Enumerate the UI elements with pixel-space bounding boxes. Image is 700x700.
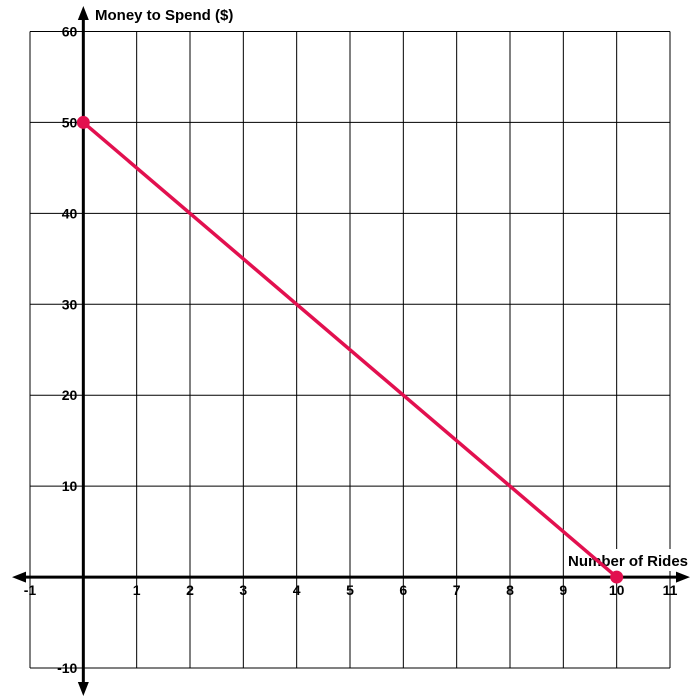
tick-labels: -1 1 2 3 4 5 6 7 8 9 10 11 60 50 40 30 20 10 -10 <box>24 24 678 677</box>
x-tick-label: 7 <box>453 582 461 598</box>
x-tick-label: 8 <box>506 582 514 598</box>
x-tick-label: 4 <box>293 582 301 598</box>
x-axis-left-arrow-icon <box>12 571 26 583</box>
x-axis-title: Number of Rides <box>568 553 688 570</box>
y-axis-title: Money to Spend ($) <box>95 7 233 24</box>
x-tick-label: 5 <box>346 582 354 598</box>
series <box>76 115 624 584</box>
x-tick-label: 2 <box>186 582 194 598</box>
x-axis-right-arrow-icon <box>676 571 690 583</box>
y-tick-label: 40 <box>62 205 78 221</box>
x-tick-label: 1 <box>133 582 141 598</box>
x-tick-label: 10 <box>609 582 625 598</box>
y-tick-label: 10 <box>62 478 78 494</box>
y-tick-label: 60 <box>62 24 78 40</box>
y-tick-label: 20 <box>62 387 78 403</box>
y-tick-label: 50 <box>62 114 78 130</box>
x-tick-label: 6 <box>399 582 407 598</box>
y-tick-label: -10 <box>57 660 77 676</box>
y-axis-up-arrow-icon <box>77 6 89 20</box>
data-point <box>610 570 624 584</box>
x-tick-label: 9 <box>559 582 567 598</box>
y-tick-label: 30 <box>62 296 78 312</box>
x-tick-label: -1 <box>24 582 37 598</box>
x-tick-label: 3 <box>239 582 247 598</box>
series-line <box>82 121 618 579</box>
x-axis-title-backdrop <box>564 549 700 571</box>
x-axis-title-group: Number of Rides <box>564 549 700 571</box>
x-tick-label: 11 <box>663 582 678 598</box>
y-axis-down-arrow-icon <box>77 682 89 696</box>
data-point <box>76 115 90 129</box>
